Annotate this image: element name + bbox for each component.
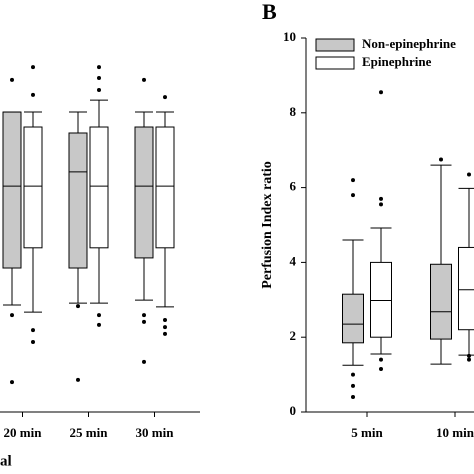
outlier [467,172,471,177]
outlier [467,357,471,362]
outlier [163,331,167,336]
legend-label: Non-epinephrine [362,36,456,51]
y-tick-label: 0 [290,403,297,418]
outlier [379,366,383,371]
outlier [351,372,355,377]
outlier [379,196,383,201]
outlier [439,157,443,162]
y-axis-label: Perfusion Index ratio [260,161,275,289]
box [89,126,109,249]
outlier [142,77,146,82]
y-tick-label: 8 [290,104,297,119]
outlier [97,76,101,81]
outlier [163,95,167,100]
x-tick-label: 30 min [136,425,175,440]
outlier [351,193,355,198]
box [342,293,364,344]
outlier [142,319,146,324]
y-tick-label: 2 [290,328,297,343]
outlier [351,178,355,183]
legend-swatch [315,56,355,70]
outlier [163,325,167,330]
x-tick-label: 20 min [4,425,43,440]
outlier [10,313,14,318]
box [134,126,154,259]
x-tick-label: 25 min [70,425,109,440]
outlier [379,90,383,95]
outlier [31,92,35,97]
outlier [76,304,80,309]
x-axis-label: al [0,453,12,469]
outlier [467,353,471,358]
outlier [97,313,101,318]
x-tick-label: 10 min [436,425,474,440]
outlier [97,65,101,70]
outlier [10,380,14,385]
outlier [351,383,355,388]
outlier [97,87,101,92]
outlier [31,65,35,70]
outlier [142,359,146,364]
box [458,246,474,331]
panel-label: B [262,0,277,24]
x-tick-label: 5 min [351,425,383,440]
legend-swatch [315,38,355,52]
y-tick-label: 4 [290,253,297,268]
outlier [142,313,146,318]
box [23,126,43,249]
box [155,126,175,249]
outlier [31,340,35,345]
outlier [379,357,383,362]
outlier [379,202,383,207]
y-tick-label: 10 [283,29,296,44]
y-tick-label: 6 [290,179,297,194]
outlier [76,377,80,382]
outlier [163,317,167,322]
box [370,261,392,338]
outlier [10,77,14,82]
box [430,263,452,340]
outlier [31,328,35,333]
box [2,111,22,269]
outlier [351,395,355,400]
box [68,132,88,269]
outlier [97,322,101,327]
legend-label: Epinephrine [362,54,432,69]
